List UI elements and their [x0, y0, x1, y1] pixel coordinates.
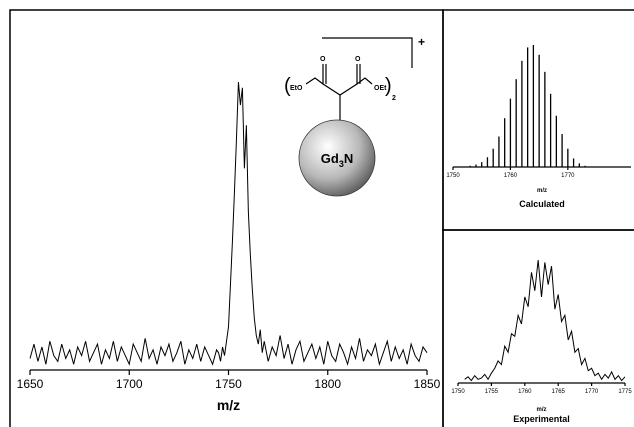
- x-axis-label: m/z: [536, 407, 546, 413]
- core: Gd3N: [321, 151, 353, 169]
- x-tick-label: 1770: [561, 173, 575, 179]
- main-panel: [9, 9, 444, 427]
- paren: (: [284, 75, 291, 97]
- x-tick-label: 1650: [17, 377, 44, 391]
- bonds: [305, 77, 373, 96]
- x-axis-label: m/z: [537, 188, 547, 194]
- oxygen: O: [320, 56, 326, 63]
- x-tick-label: 1770: [585, 389, 599, 395]
- structure: + ( ) 2 EtO OEt O O Gd3N: [284, 35, 425, 197]
- panel-title: Calculated: [519, 199, 565, 209]
- x-tick-label: 1760: [504, 173, 518, 179]
- x-tick-label: 1850: [414, 377, 441, 391]
- x-tick-label: 1750: [215, 377, 242, 391]
- oxygen: O: [355, 56, 361, 63]
- bracket: [322, 37, 413, 68]
- x-tick-label: 1775: [618, 389, 632, 395]
- paren: ): [385, 75, 392, 97]
- cage: [298, 119, 376, 197]
- spectrum-line: [29, 81, 428, 367]
- exp-panel: [442, 229, 634, 427]
- charge: +: [418, 35, 425, 49]
- panel-title: Experimental: [513, 414, 570, 424]
- count: 2: [392, 95, 396, 102]
- x-tick-label: 1760: [518, 389, 532, 395]
- right-group: OEt: [374, 85, 387, 92]
- left-group: EtO: [290, 85, 303, 92]
- x-tick-label: 1755: [485, 389, 499, 395]
- x-tick-label: 1765: [552, 389, 566, 395]
- x-axis-label: m/z: [217, 397, 240, 413]
- x-tick-label: 1750: [446, 173, 460, 179]
- x-tick-label: 1800: [314, 377, 341, 391]
- spectrum-line: [464, 259, 626, 382]
- x-tick-label: 1750: [451, 389, 465, 395]
- x-tick-label: 1700: [116, 377, 143, 391]
